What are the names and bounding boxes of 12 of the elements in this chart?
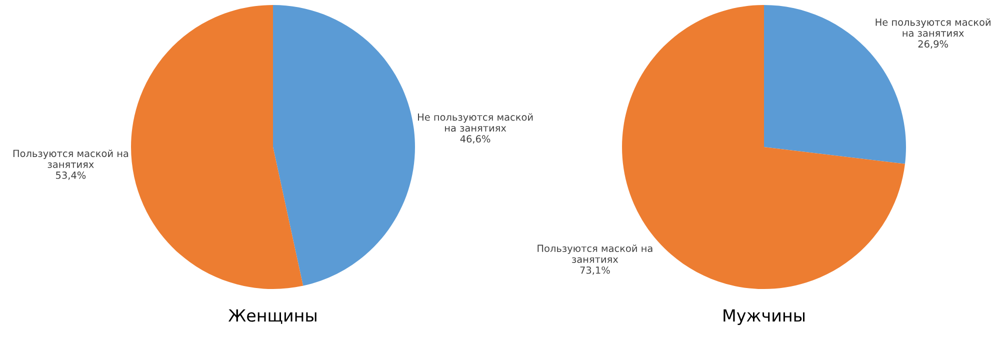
pie-slice	[131, 5, 304, 289]
data-label: 26,9%	[918, 40, 948, 49]
slice-label: Не пользуются маской на занятиях	[418, 113, 533, 132]
text: Женщины	[228, 309, 316, 324]
data-label: 73,1%	[580, 266, 610, 275]
data-label: 46,6%	[460, 135, 490, 144]
pie-slice	[273, 5, 415, 286]
slice-label: Не пользуются маской на занятиях	[876, 18, 990, 37]
slice-label: Пользуются маской на занятиях	[538, 244, 652, 263]
text: Мужчины	[724, 309, 805, 326]
slice-label: Пользуются маской на занятиях	[13, 150, 128, 168]
data-label: 53,4%	[56, 172, 86, 180]
